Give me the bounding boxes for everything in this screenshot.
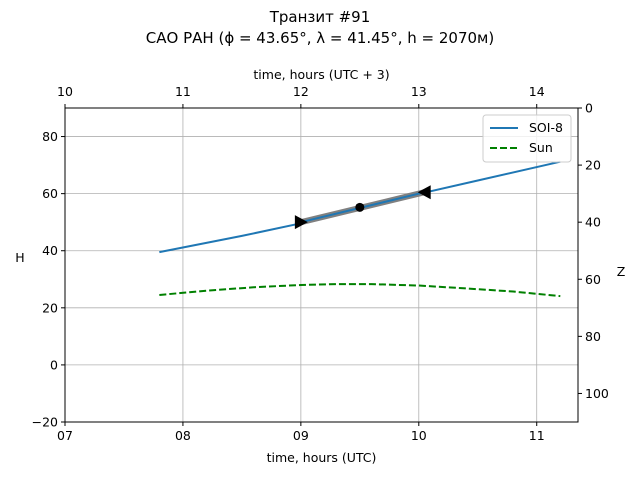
y-tick-label: 80: [42, 129, 58, 144]
top-tick-label: 10: [57, 84, 73, 99]
legend-box: [482, 114, 572, 163]
y-right-axis-label: Z: [617, 264, 626, 279]
series-layer: [159, 160, 561, 298]
legend-label-sun: Sun: [529, 140, 553, 155]
x-tick-label: 08: [175, 428, 191, 443]
y-tick-label: −20: [32, 415, 58, 430]
egress-marker: [417, 185, 431, 200]
right-tick-label: 80: [585, 329, 601, 344]
x-tick-label: 11: [529, 428, 545, 443]
plot-frame: [64, 107, 579, 423]
x-tick-label: 07: [57, 428, 73, 443]
legend: SOI-8 Sun: [482, 114, 572, 163]
y-tick-label: 20: [42, 300, 58, 315]
chart-title-line1: Транзит #91: [269, 8, 371, 26]
y-tick-label: 0: [50, 357, 58, 372]
legend-label-soi8: SOI-8: [529, 120, 563, 135]
top-tick-label: 13: [411, 84, 427, 99]
marker-layer: [294, 185, 431, 230]
top-tick-label: 14: [529, 84, 545, 99]
x-axis-label: time, hours (UTC): [267, 450, 377, 465]
x-tick-label: 10: [411, 428, 427, 443]
top-tick-label: 12: [293, 84, 309, 99]
right-tick-label: 20: [585, 158, 601, 173]
mid-transit-marker: [355, 202, 365, 212]
right-tick-label: 100: [585, 386, 609, 401]
x-tick-label: 09: [293, 428, 309, 443]
right-tick-label: 40: [585, 215, 601, 230]
y-tick-label: 60: [42, 186, 58, 201]
top-tick-label: 11: [175, 84, 191, 99]
y-tick-label: 40: [42, 243, 58, 258]
right-tick-label: 60: [585, 272, 601, 287]
tick-layer: 07 08 09 10 11 −20 0 20 40 60 80 10 11 12 13 14 0 20 40 60 8…: [32, 84, 609, 443]
x-top-axis-label: time, hours (UTC + 3): [253, 67, 389, 82]
right-tick-label: 0: [585, 101, 593, 116]
ingress-marker: [294, 215, 308, 230]
series-line-sun: [159, 283, 561, 298]
chart-title-line2: САО РАН (ϕ = 43.65°, λ = 41.45°, h = 207…: [146, 29, 494, 47]
y-axis-label: H: [15, 250, 24, 265]
